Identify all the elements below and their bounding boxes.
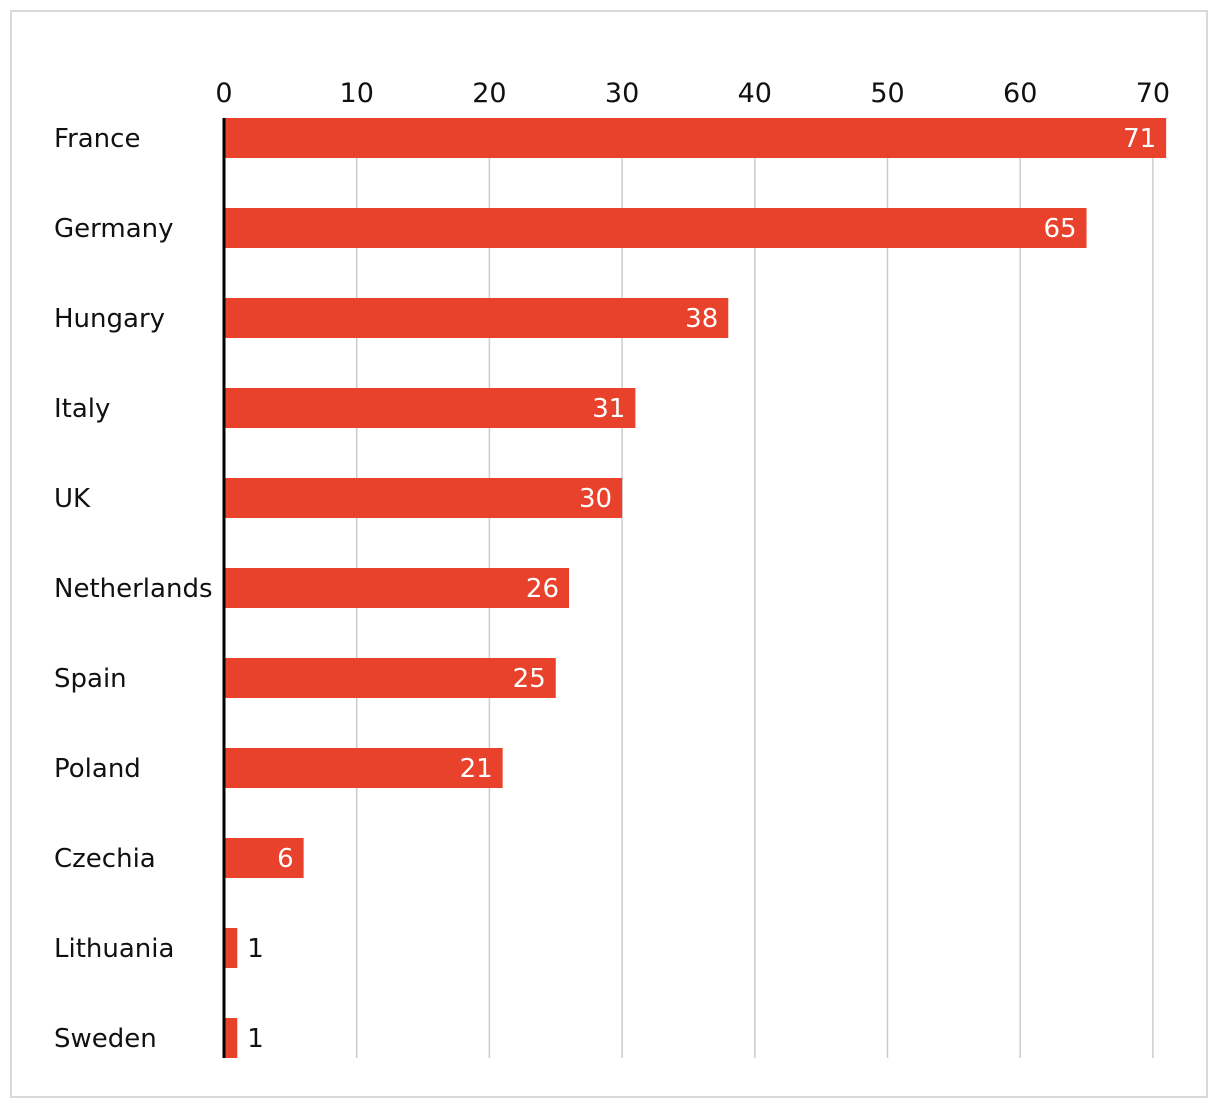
bar-netherlands <box>224 568 570 608</box>
x-tick-label: 70 <box>1136 78 1170 109</box>
chart-frame <box>10 10 1208 1098</box>
category-label: Germany <box>54 214 174 244</box>
category-label: Czechia <box>54 844 156 874</box>
bar-italy <box>224 388 636 428</box>
value-label: 30 <box>579 484 612 514</box>
bar-czechia <box>224 838 304 878</box>
x-tick-label: 50 <box>870 78 904 109</box>
x-tick-labels: 0 10 20 30 40 50 60 70 <box>215 78 1170 109</box>
bar-uk <box>224 478 623 518</box>
value-label: 6 <box>277 844 294 874</box>
x-tick-label: 0 <box>215 78 232 109</box>
value-label: 71 <box>1123 124 1156 154</box>
category-label: Hungary <box>54 304 165 334</box>
bar-poland <box>224 748 503 788</box>
x-tick-label: 30 <box>605 78 639 109</box>
value-labels: 71 65 38 31 30 26 25 21 6 1 1 <box>247 124 1156 1054</box>
bar-hungary <box>224 298 729 338</box>
x-tick-label: 40 <box>738 78 772 109</box>
bar-france <box>224 118 1167 158</box>
value-label: 65 <box>1043 214 1076 244</box>
bars <box>224 118 1167 1058</box>
value-label: 25 <box>513 664 546 694</box>
value-label: 38 <box>685 304 718 334</box>
bar-lithuania <box>224 928 238 968</box>
value-label: 26 <box>526 574 559 604</box>
bar-spain <box>224 658 556 698</box>
value-label: 1 <box>247 1024 264 1054</box>
category-label: Lithuania <box>54 934 174 964</box>
category-label: Sweden <box>54 1024 157 1054</box>
bar-germany <box>224 208 1087 248</box>
x-tick-label: 20 <box>472 78 506 109</box>
category-label: UK <box>54 484 91 514</box>
category-label: Poland <box>54 754 141 784</box>
value-label: 1 <box>247 934 264 964</box>
category-label: Netherlands <box>54 574 213 604</box>
value-label: 31 <box>592 394 625 424</box>
category-label: Spain <box>54 664 127 694</box>
category-label: France <box>54 124 140 154</box>
value-label: 21 <box>460 754 493 784</box>
gridlines <box>355 118 1154 1058</box>
category-label: Italy <box>54 394 110 424</box>
category-labels: France Germany Hungary Italy UK Netherlands Sp… <box>54 124 213 1054</box>
x-tick-label: 60 <box>1003 78 1037 109</box>
bar-sweden <box>224 1018 238 1058</box>
x-tick-label: 10 <box>340 78 374 109</box>
